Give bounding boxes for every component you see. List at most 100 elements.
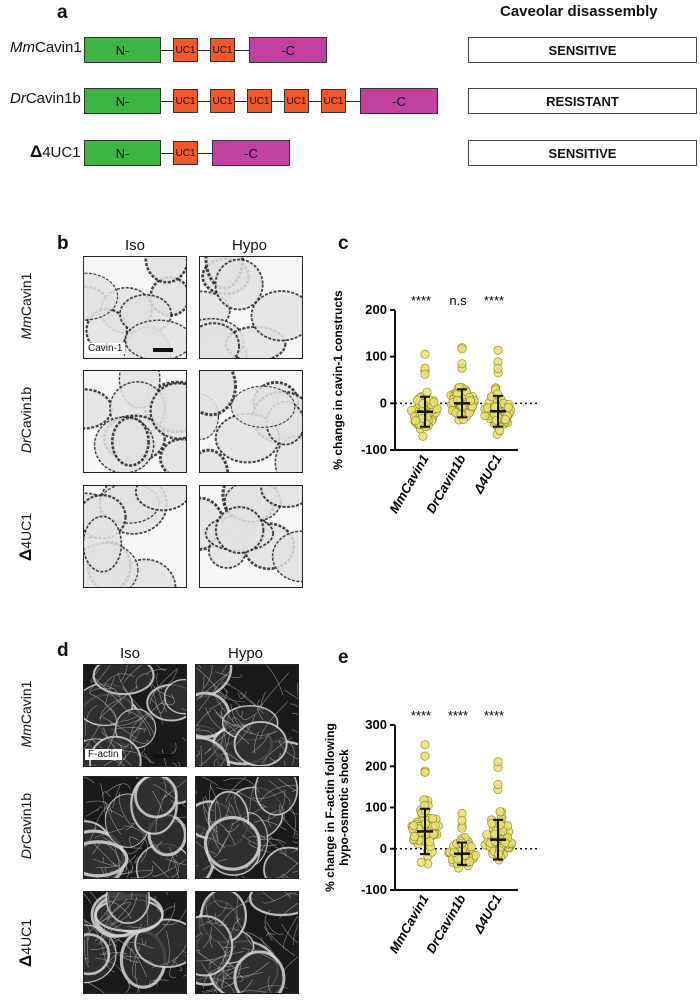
panel-d-col-iso: Iso [120, 645, 141, 662]
y-tick-label: -100 [361, 442, 387, 457]
y-tick-label: 300 [365, 717, 387, 732]
significance-label: **** [411, 708, 431, 723]
panel_b-scale-label: Cavin-1 [85, 343, 126, 354]
data-point [411, 416, 421, 426]
panel_b-micrograph-iso-0 [83, 256, 187, 359]
linker-line [198, 153, 212, 154]
panel_d-micrograph-hypo-1 [195, 776, 299, 879]
panel_d-row-1-prefix: Dr [18, 843, 34, 859]
data-point [449, 847, 459, 857]
y-tick-label: 100 [365, 349, 387, 364]
status-sensitive-box: SENSITIVE [468, 140, 697, 166]
data-point [416, 857, 426, 867]
linker-line [198, 50, 210, 51]
n-terminus-box: N- [84, 88, 161, 114]
panel_b-micrograph-hypo-0 [199, 256, 303, 359]
y-axis-title: hypo-osmotic shock [337, 749, 351, 866]
y-tick-label: 0 [380, 841, 387, 856]
panel-d-col-hypo: Hypo [228, 645, 264, 662]
panel_d-micrograph-iso-1 [83, 776, 187, 879]
panel_d-row-0-label: MmCavin1 [18, 674, 34, 754]
uc1-domain-box: UC1 [173, 89, 198, 113]
data-point [482, 830, 492, 840]
linker-line [235, 50, 249, 51]
construct-row-1-prefix: Dr [10, 90, 26, 107]
construct-row-2-name: 4UC1 [42, 144, 81, 161]
uc1-domain-box: UC1 [247, 89, 272, 113]
status-resistant-box: RESISTANT [468, 88, 697, 114]
status-sensitive-box: SENSITIVE [468, 37, 697, 63]
n-terminus-box: N- [84, 140, 161, 166]
panel_b-scale-bar [153, 348, 173, 352]
panel_b-row-2-label: Δ4UC1 [16, 497, 36, 577]
data-point [493, 757, 503, 767]
data-point [429, 397, 439, 407]
data-point [425, 837, 435, 847]
panel_b-row-1-prefix: Dr [18, 437, 34, 453]
panel_d-scale-bar [153, 754, 173, 758]
panel_b-row-1-name: Cavin1b [18, 386, 34, 438]
construct-row-0-name: Cavin1 [35, 39, 82, 56]
linker-line [161, 101, 173, 102]
panel_b-row-1-label: DrCavin1b [18, 380, 34, 460]
panel_b-row-0-name: Cavin1 [18, 272, 34, 316]
data-point [410, 832, 420, 842]
data-point [495, 807, 505, 817]
panel_d-micrograph-hypo-2 [195, 891, 299, 994]
c-terminus-box: -C [360, 88, 438, 114]
panel_b-micrograph-hypo-2 [199, 485, 303, 588]
panel-d-letter: d [57, 640, 69, 661]
data-point [493, 780, 503, 790]
panel-c-chart: -100 0 100 200 % change in cavin-1 construct… [331, 290, 540, 516]
panel_d-micrograph-hypo-0 [195, 664, 299, 767]
panel_d-row-1-label: DrCavin1b [18, 786, 34, 866]
data-point [493, 363, 503, 373]
panel_b-row-2-prefix: Δ [16, 548, 35, 561]
panel_d-row-2-prefix: Δ [16, 954, 35, 967]
y-tick-label: 200 [365, 758, 387, 773]
data-point [492, 415, 502, 425]
linker-line [346, 101, 360, 102]
panel_d-micrograph-iso-2 [83, 891, 187, 994]
c-terminus-box: -C [249, 37, 327, 63]
y-tick-label: -100 [361, 882, 387, 897]
y-tick-label: 0 [380, 395, 387, 410]
panel_d-row-2-label: Δ4UC1 [16, 903, 36, 983]
uc1-domain-box: UC1 [321, 89, 346, 113]
data-point [457, 823, 467, 833]
panel_d-row-0-name: Cavin1 [18, 680, 34, 724]
panel-b-col-iso: Iso [125, 237, 146, 254]
panel-b-col-hypo: Hypo [232, 237, 268, 254]
panel-b-letter: b [57, 233, 69, 254]
panel_b-micrograph-hypo-1 [199, 370, 303, 473]
linker-line [161, 50, 173, 51]
panel-a-letter: a [57, 2, 68, 23]
data-point [457, 359, 467, 369]
panel_d-row-2-name: 4UC1 [18, 918, 34, 955]
y-axis-title: % change in cavin-1 constructs [331, 290, 345, 470]
panel-c-letter: c [338, 233, 349, 254]
significance-label: n.s [449, 293, 467, 308]
caveolar-disassembly-header: Caveolar disassembly [500, 3, 658, 20]
c-terminus-box: -C [212, 140, 290, 166]
data-point [420, 767, 430, 777]
y-tick-label: 200 [365, 302, 387, 317]
data-point [418, 431, 428, 441]
construct-row-0-prefix: Mm [10, 39, 35, 56]
category-label: Δ4UC1 [470, 892, 504, 937]
panel_b-micrograph-iso-2 [83, 485, 187, 588]
data-point [493, 345, 503, 355]
data-point [420, 349, 430, 359]
construct-row-2-prefix: Δ [30, 142, 43, 161]
panel-e-letter: e [338, 647, 349, 668]
significance-label: **** [484, 708, 504, 723]
data-point [420, 751, 430, 761]
linker-line [309, 101, 321, 102]
data-point [428, 814, 438, 824]
significance-label: **** [484, 293, 504, 308]
uc1-domain-box: UC1 [173, 38, 198, 62]
data-point [422, 387, 432, 397]
data-point [420, 740, 430, 750]
panel_d-row-1-name: Cavin1b [18, 792, 34, 844]
y-axis-title: % change in F-actin following [323, 723, 337, 892]
